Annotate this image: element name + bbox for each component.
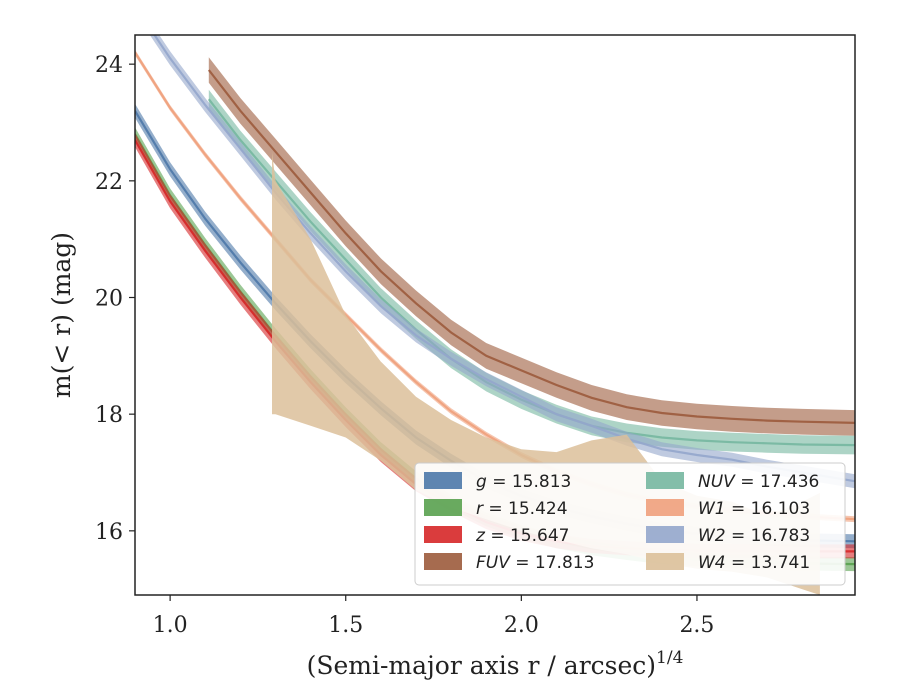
legend-label-r: r = 15.424 [476,499,568,519]
legend-band-name: W4 [698,553,726,573]
plot-frame [134,34,856,596]
x-tick-label: 1.0 [153,613,188,638]
legend-label-z: z = 15.647 [475,526,569,546]
legend-swatch-nuv [646,472,684,489]
y-tick-label: 18 [95,403,123,428]
y-tick-label: 16 [95,520,123,545]
legend-label-w1: W1 = 16.103 [698,499,810,519]
legend-label-nuv: NUV = 17.436 [698,472,819,492]
legend-label-fuv: FUV = 17.813 [476,553,594,573]
series-line-w2 [153,35,855,483]
legend-band-name: W2 [698,526,726,546]
legend-swatch-z [424,526,462,543]
x-tick-label: 1.5 [328,613,363,638]
legend-label-g: g = 15.813 [476,472,571,492]
legend-band-name: g [476,472,487,492]
legend-label-w2: W2 = 16.783 [698,526,810,546]
legend-swatch-w1 [646,499,684,516]
legend-band-name: z [475,526,486,546]
legend-box [414,462,846,586]
legend: g = 15.813 r = 15.424 z = 15.647 FUV = 17.8… [414,462,846,586]
legend-swatch-fuv [424,553,462,570]
legend-band-name: FUV [476,553,511,573]
legend-label-w4: W4 = 13.741 [698,553,810,573]
legend-swatch-r [424,499,462,516]
legend-swatch-w4 [646,553,684,570]
y-axis-label: m(< r) (mag) [47,232,76,398]
legend-swatch-g [424,472,462,489]
legend-band-name: NUV [698,472,736,492]
y-tick-label: 20 [95,287,123,312]
x-tick-label: 2.0 [504,613,539,638]
x-tick-label: 2.5 [679,613,714,638]
legend-band-name: W1 [698,499,726,519]
x-axis-label: (Semi-major axis r / arcsec)1/4 [307,648,684,680]
y-axis-ticks: 16 18 20 22 24 [95,53,135,545]
legend-swatch-w2 [646,526,684,543]
series-line-fuv [207,69,855,424]
legend-band-name: r [476,499,484,519]
x-axis-ticks: 1.0 1.5 2.0 2.5 [153,595,714,638]
y-tick-label: 24 [95,53,123,78]
y-tick-label: 22 [95,170,123,195]
x-axis-label-exponent: 1/4 [656,648,683,668]
